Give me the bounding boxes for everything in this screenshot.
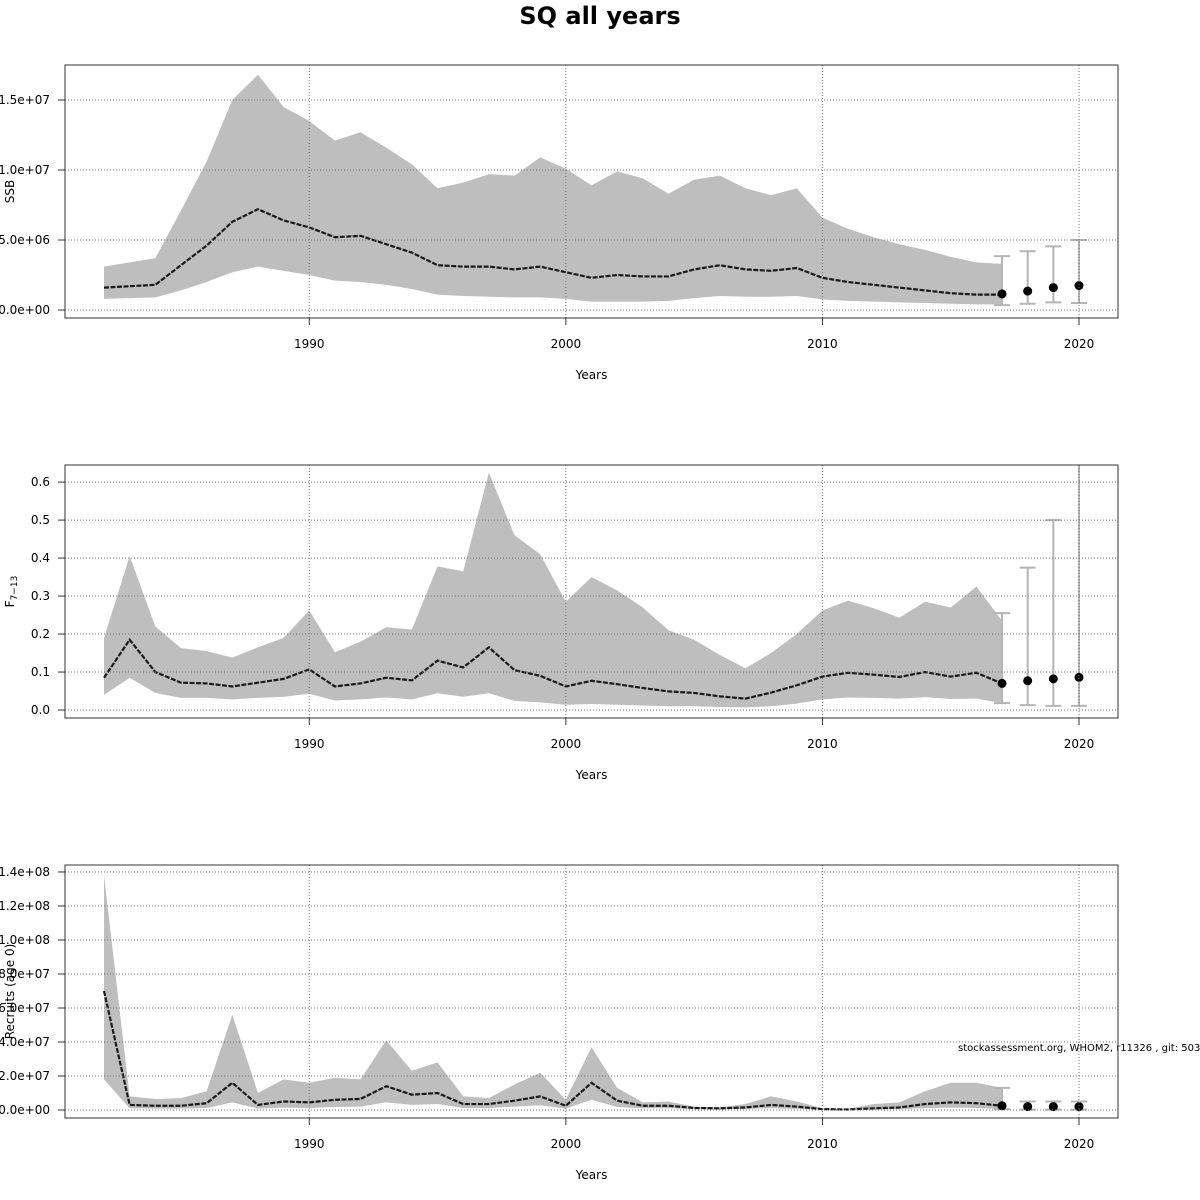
chart-title: SQ all years xyxy=(519,2,680,30)
x-tick-label: 1990 xyxy=(294,1137,325,1151)
y-tick-label: 4.0e+07 xyxy=(0,1035,50,1049)
x-axis-label: Years xyxy=(575,368,608,382)
y-tick-label: 1.0e+08 xyxy=(0,933,50,947)
y-axis-label: Recruits (age 0) xyxy=(3,944,17,1040)
y-axis-label-main: Recruits (age 0) xyxy=(3,944,17,1040)
x-axis-label: Years xyxy=(575,1168,608,1182)
estimate-line xyxy=(103,207,1003,296)
y-tick-label: 0.4 xyxy=(31,551,50,565)
confidence-band xyxy=(104,74,1003,305)
estimate-line xyxy=(103,637,1003,700)
y-tick-label: 2.0e+07 xyxy=(0,1069,50,1083)
x-tick-label: 2020 xyxy=(1064,337,1095,351)
point xyxy=(1023,286,1033,296)
point xyxy=(997,289,1007,299)
y-tick-label: 0.0e+00 xyxy=(0,1103,50,1117)
plot-frame xyxy=(64,864,1119,1119)
y-axis-label-main: F xyxy=(3,600,17,607)
x-tick-label: 1990 xyxy=(294,337,325,351)
y-tick-label: 0.5 xyxy=(31,513,50,527)
point xyxy=(997,1101,1007,1111)
x-tick-label: 2000 xyxy=(551,1137,582,1151)
y-tick-label: 8.0e+07 xyxy=(0,967,50,981)
x-tick-label: 2020 xyxy=(1064,737,1095,751)
point xyxy=(1048,1102,1058,1112)
x-tick-label: 1990 xyxy=(294,737,325,751)
y-axis-label: SSB xyxy=(3,180,17,203)
y-tick-label: 0.0 xyxy=(31,703,50,717)
y-tick-label: 6.0e+07 xyxy=(0,1001,50,1015)
point xyxy=(1074,1102,1084,1112)
plot-frame xyxy=(64,464,1119,719)
point xyxy=(997,678,1007,688)
y-tick-label: 5.0e+06 xyxy=(0,233,50,247)
point xyxy=(1074,672,1084,682)
confidence-band xyxy=(104,472,1003,708)
plot-area xyxy=(103,74,1087,307)
y-tick-label: 0.6 xyxy=(31,475,50,489)
x-axis-label: Years xyxy=(575,768,608,782)
y-tick-label: 1.0e+07 xyxy=(0,163,50,177)
confidence-band xyxy=(104,875,1003,1110)
x-tick-label: 2010 xyxy=(807,337,838,351)
x-tick-label: 2010 xyxy=(807,1137,838,1151)
y-tick-label: 0.1 xyxy=(31,665,50,679)
point xyxy=(1048,674,1058,684)
y-tick-label: 1.2e+08 xyxy=(0,899,50,913)
point xyxy=(1074,281,1084,291)
point xyxy=(1023,1102,1033,1112)
y-tick-label: 0.0e+00 xyxy=(0,303,50,317)
x-tick-label: 2000 xyxy=(551,737,582,751)
y-axis-label: F7−13 xyxy=(3,576,20,608)
y-tick-label: 0.3 xyxy=(31,589,50,603)
y-tick-label: 0.2 xyxy=(31,627,50,641)
y-tick-label: 1.4e+08 xyxy=(0,865,50,879)
y-axis-label-sub: 7−13 xyxy=(10,576,20,601)
plot-area xyxy=(103,465,1087,708)
x-tick-label: 2010 xyxy=(807,737,838,751)
x-tick-label: 2020 xyxy=(1064,1137,1095,1151)
y-axis-label-main: SSB xyxy=(3,180,17,203)
estimate-line xyxy=(102,990,1003,1111)
y-tick-label: 1.5e+07 xyxy=(0,93,50,107)
point xyxy=(1048,283,1058,293)
point xyxy=(1023,676,1033,686)
x-tick-label: 2000 xyxy=(551,337,582,351)
plot-frame xyxy=(64,64,1119,319)
